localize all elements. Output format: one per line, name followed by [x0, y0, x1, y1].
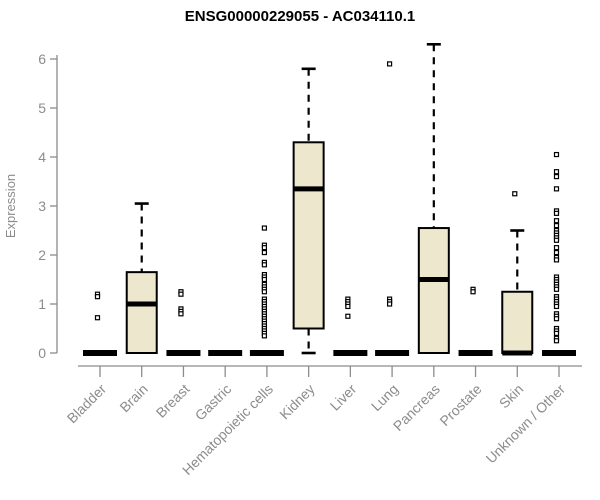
outlier-point [553, 174, 560, 180]
boxplot-unknown-other [541, 151, 576, 356]
y-tick-label: 4 [38, 149, 46, 165]
y-tick-label: 5 [38, 100, 46, 116]
outlier-point [261, 245, 268, 251]
box [292, 141, 325, 330]
outlier-point [553, 338, 560, 344]
outlier-point [261, 289, 268, 295]
x-tick-label-kidney: Kidney [276, 381, 318, 423]
outlier-point [386, 301, 393, 307]
box [125, 271, 158, 354]
boxplot-hematopoietic-cells [249, 225, 284, 356]
chart-title: ENSG00000229055 - AC034110.1 [184, 8, 416, 25]
zero-bar [375, 350, 410, 356]
outlier-point [553, 151, 560, 158]
x-tick-label-unknown-other: Unknown / Other [483, 381, 569, 467]
outlier-point [553, 257, 560, 263]
zero-bar [208, 350, 243, 356]
outlier-point [553, 223, 560, 229]
boxplot-skin [501, 191, 534, 356]
outlier-point [178, 311, 184, 317]
y-tick-label: 1 [38, 296, 46, 312]
boxplot-prostate [458, 286, 493, 356]
outlier-point [512, 191, 518, 197]
boxplot-breast [166, 289, 201, 356]
outlier-point [386, 61, 393, 67]
outlier-point [553, 186, 560, 192]
outlier-point [261, 333, 268, 339]
x-tick-label-liver: Liver [327, 381, 360, 414]
outlier-point [345, 313, 351, 319]
x-tick-label-lung: Lung [368, 381, 401, 414]
boxplot-pancreas [417, 42, 450, 354]
x-tick-label-brain: Brain [116, 381, 150, 415]
zero-bar [458, 350, 493, 356]
y-axis-title: Expression [3, 174, 18, 238]
outlier-point [261, 276, 268, 283]
x-tick-label-breast: Breast [153, 381, 193, 421]
outlier-point [261, 249, 268, 256]
x-tick-label-skin: Skin [496, 381, 527, 412]
y-tick-label: 3 [38, 198, 46, 214]
outlier-point [261, 262, 268, 268]
zero-bar [249, 350, 284, 356]
boxplot-gastric [208, 350, 243, 356]
boxplot-brain [125, 202, 158, 354]
boxplot-bladder [83, 291, 117, 356]
outlier-point [553, 218, 560, 224]
outlier-point [94, 294, 101, 300]
outlier-point [178, 291, 184, 297]
zero-bar [333, 350, 368, 356]
outlier-point [553, 245, 560, 251]
y-tick-label: 2 [38, 247, 46, 263]
x-tick-label-prostate: Prostate [436, 381, 484, 429]
outlier-point [553, 249, 560, 256]
zero-bar [541, 350, 576, 356]
y-tick-label: 6 [38, 51, 46, 67]
outlier-point [94, 315, 101, 321]
outlier-point [553, 237, 560, 243]
y-tick-label: 0 [38, 345, 46, 361]
outlier-point [553, 303, 560, 310]
x-tick-label-bladder: Bladder [64, 381, 110, 427]
outlier-point [553, 316, 560, 322]
boxplot-liver [333, 296, 368, 356]
outlier-point [470, 289, 476, 295]
boxplot-kidney [292, 67, 325, 355]
outlier-point [553, 210, 560, 216]
outlier-point [261, 225, 268, 231]
zero-bar [83, 350, 117, 356]
box [501, 290, 534, 354]
outlier-point [553, 330, 560, 336]
outlier-point [553, 169, 560, 175]
outlier-point [345, 303, 351, 310]
outlier-point [553, 286, 560, 292]
boxplot-lung [375, 61, 410, 356]
box [417, 227, 450, 354]
zero-bar [166, 350, 201, 356]
